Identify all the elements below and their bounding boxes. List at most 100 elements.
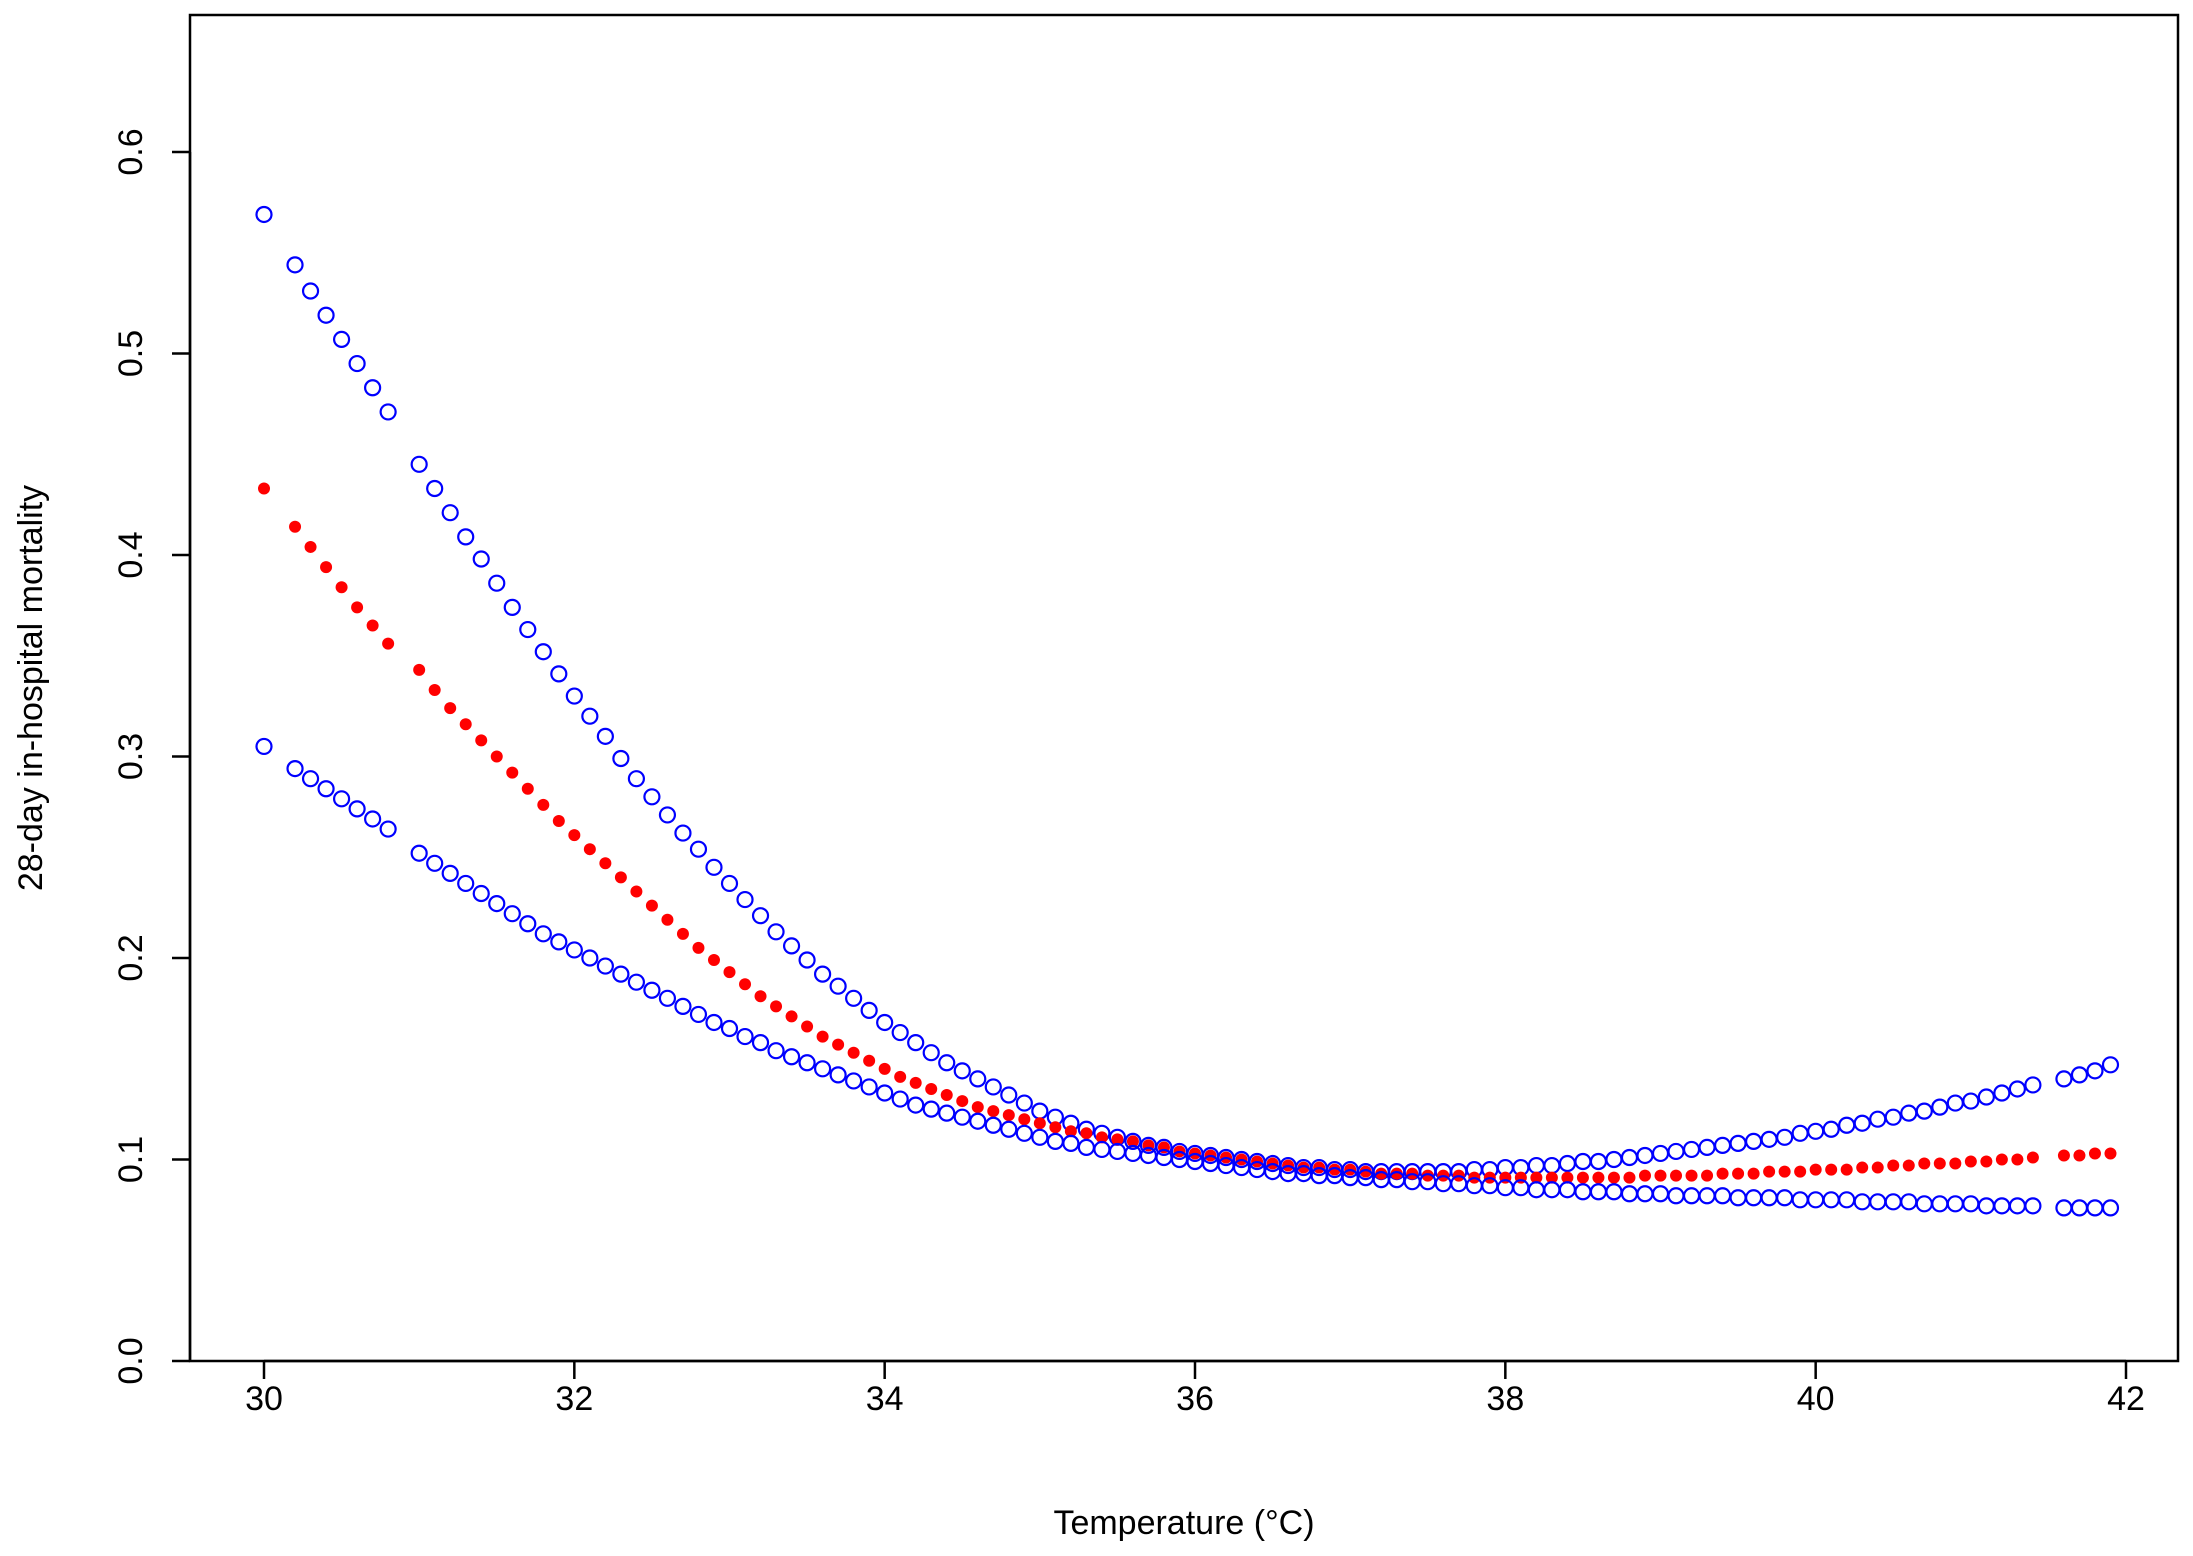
estimate-point	[1018, 1113, 1031, 1126]
estimate-point	[320, 561, 333, 574]
upper-ci-point	[1977, 1088, 1995, 1106]
estimate-point	[521, 782, 534, 795]
lower-ci-point	[643, 981, 661, 999]
lower-ci-point	[720, 1019, 739, 1038]
lower-ci-point	[922, 1100, 940, 1118]
x-axis: 30 32 34 36 38 40 42	[245, 1359, 2145, 1418]
estimate-point	[428, 684, 441, 697]
x-tick-label: 32	[555, 1380, 593, 1418]
x-tick-label: 30	[245, 1380, 283, 1418]
estimate-point	[692, 941, 705, 954]
upper-ci-point	[876, 1013, 894, 1032]
lower-ci-point	[255, 737, 273, 756]
lower-ci-point	[596, 957, 614, 975]
upper-ci-point	[348, 354, 366, 373]
lower-ci-point	[829, 1066, 847, 1084]
lower-ci-point	[348, 800, 366, 818]
estimate-point	[832, 1038, 845, 1051]
lower-ci-point	[953, 1108, 971, 1126]
upper-ci-point	[612, 749, 630, 768]
estimate-point	[801, 1020, 814, 1033]
estimate-point	[956, 1095, 969, 1108]
upper-ci-point	[1015, 1094, 1033, 1112]
upper-ci-point	[2008, 1080, 2026, 1098]
upper-ci-point	[782, 937, 801, 955]
estimate-point	[1670, 1169, 1683, 1182]
upper-ci-point	[736, 890, 754, 909]
upper-ci-point	[1000, 1086, 1018, 1104]
upper-ci-point	[426, 479, 444, 498]
estimate-point	[1607, 1171, 1620, 1184]
x-tick-label: 38	[1486, 1380, 1524, 1418]
estimate-point	[676, 927, 689, 940]
upper-ci-point	[767, 923, 785, 941]
upper-ci-point	[332, 330, 351, 348]
upper-ci-point	[845, 989, 863, 1007]
lower-ci-point	[1031, 1128, 1049, 1146]
estimate-point	[1778, 1165, 1791, 1178]
estimate-point	[1623, 1171, 1636, 1184]
lower-ci-point	[689, 1005, 708, 1024]
upper-ci-point	[519, 620, 537, 639]
y-axis-title: 28-day in-hospital mortality	[12, 485, 50, 891]
upper-ci-point	[1853, 1114, 1871, 1132]
lower-ci-point	[565, 941, 583, 959]
estimate-point	[1871, 1161, 1884, 1174]
lower-ci-point	[860, 1078, 878, 1096]
upper-ci-point	[379, 403, 397, 421]
upper-ci-point	[2086, 1062, 2104, 1080]
upper-ci-point	[410, 455, 428, 473]
lower-ci-point	[705, 1013, 723, 1032]
lower-ci-point	[907, 1096, 925, 1114]
upper-ci-series	[255, 205, 2120, 1181]
estimate-point	[351, 601, 364, 614]
estimate-point	[413, 663, 426, 676]
estimate-point	[1654, 1169, 1667, 1182]
upper-ci-point	[813, 965, 832, 983]
estimate-point	[258, 482, 270, 495]
estimate-point	[1794, 1165, 1807, 1178]
upper-ci-point	[255, 205, 273, 224]
upper-ci-point	[891, 1023, 909, 1042]
y-tick-label: 0.5	[112, 330, 150, 377]
lower-ci-point	[876, 1084, 894, 1102]
estimate-point	[1530, 1171, 1543, 1184]
estimate-point	[1592, 1171, 1605, 1184]
upper-ci-point	[969, 1070, 987, 1088]
x-tick-label: 36	[1176, 1380, 1214, 1418]
x-tick-label: 40	[1797, 1380, 1835, 1418]
estimate-point	[382, 637, 395, 650]
upper-ci-point	[441, 504, 459, 522]
lower-ci-point	[612, 965, 630, 983]
lower-ci-point	[301, 770, 320, 788]
upper-ci-point	[705, 858, 723, 876]
estimate-point	[2057, 1149, 2070, 1162]
upper-ci-point	[1822, 1120, 1840, 1138]
upper-ci-point	[751, 907, 770, 925]
estimate-point	[1918, 1157, 1931, 1170]
estimate-point	[940, 1089, 953, 1102]
estimate-point	[1825, 1163, 1838, 1176]
estimate-point	[1809, 1163, 1822, 1176]
upper-ci-point	[1962, 1092, 1980, 1110]
estimate-point	[1328, 1163, 1341, 1176]
estimate-point	[2026, 1151, 2039, 1164]
lower-ci-point	[938, 1104, 956, 1122]
estimate-point	[444, 702, 457, 715]
estimate-point	[1576, 1171, 1589, 1184]
lower-ci-point	[767, 1042, 785, 1060]
data-markers	[255, 205, 2120, 1217]
lower-ci-point	[1000, 1120, 1018, 1138]
lower-ci-point	[798, 1054, 816, 1072]
estimate-point	[335, 581, 348, 594]
y-tick-label: 0.6	[112, 128, 150, 175]
estimate-point	[847, 1046, 860, 1059]
estimate-point	[909, 1076, 922, 1089]
upper-ci-point	[643, 788, 661, 806]
lower-ci-point	[426, 854, 444, 872]
upper-ci-point	[301, 282, 320, 300]
lower-ci-point	[782, 1048, 801, 1066]
estimate-point	[785, 1010, 798, 1023]
lower-ci-point	[969, 1112, 987, 1130]
